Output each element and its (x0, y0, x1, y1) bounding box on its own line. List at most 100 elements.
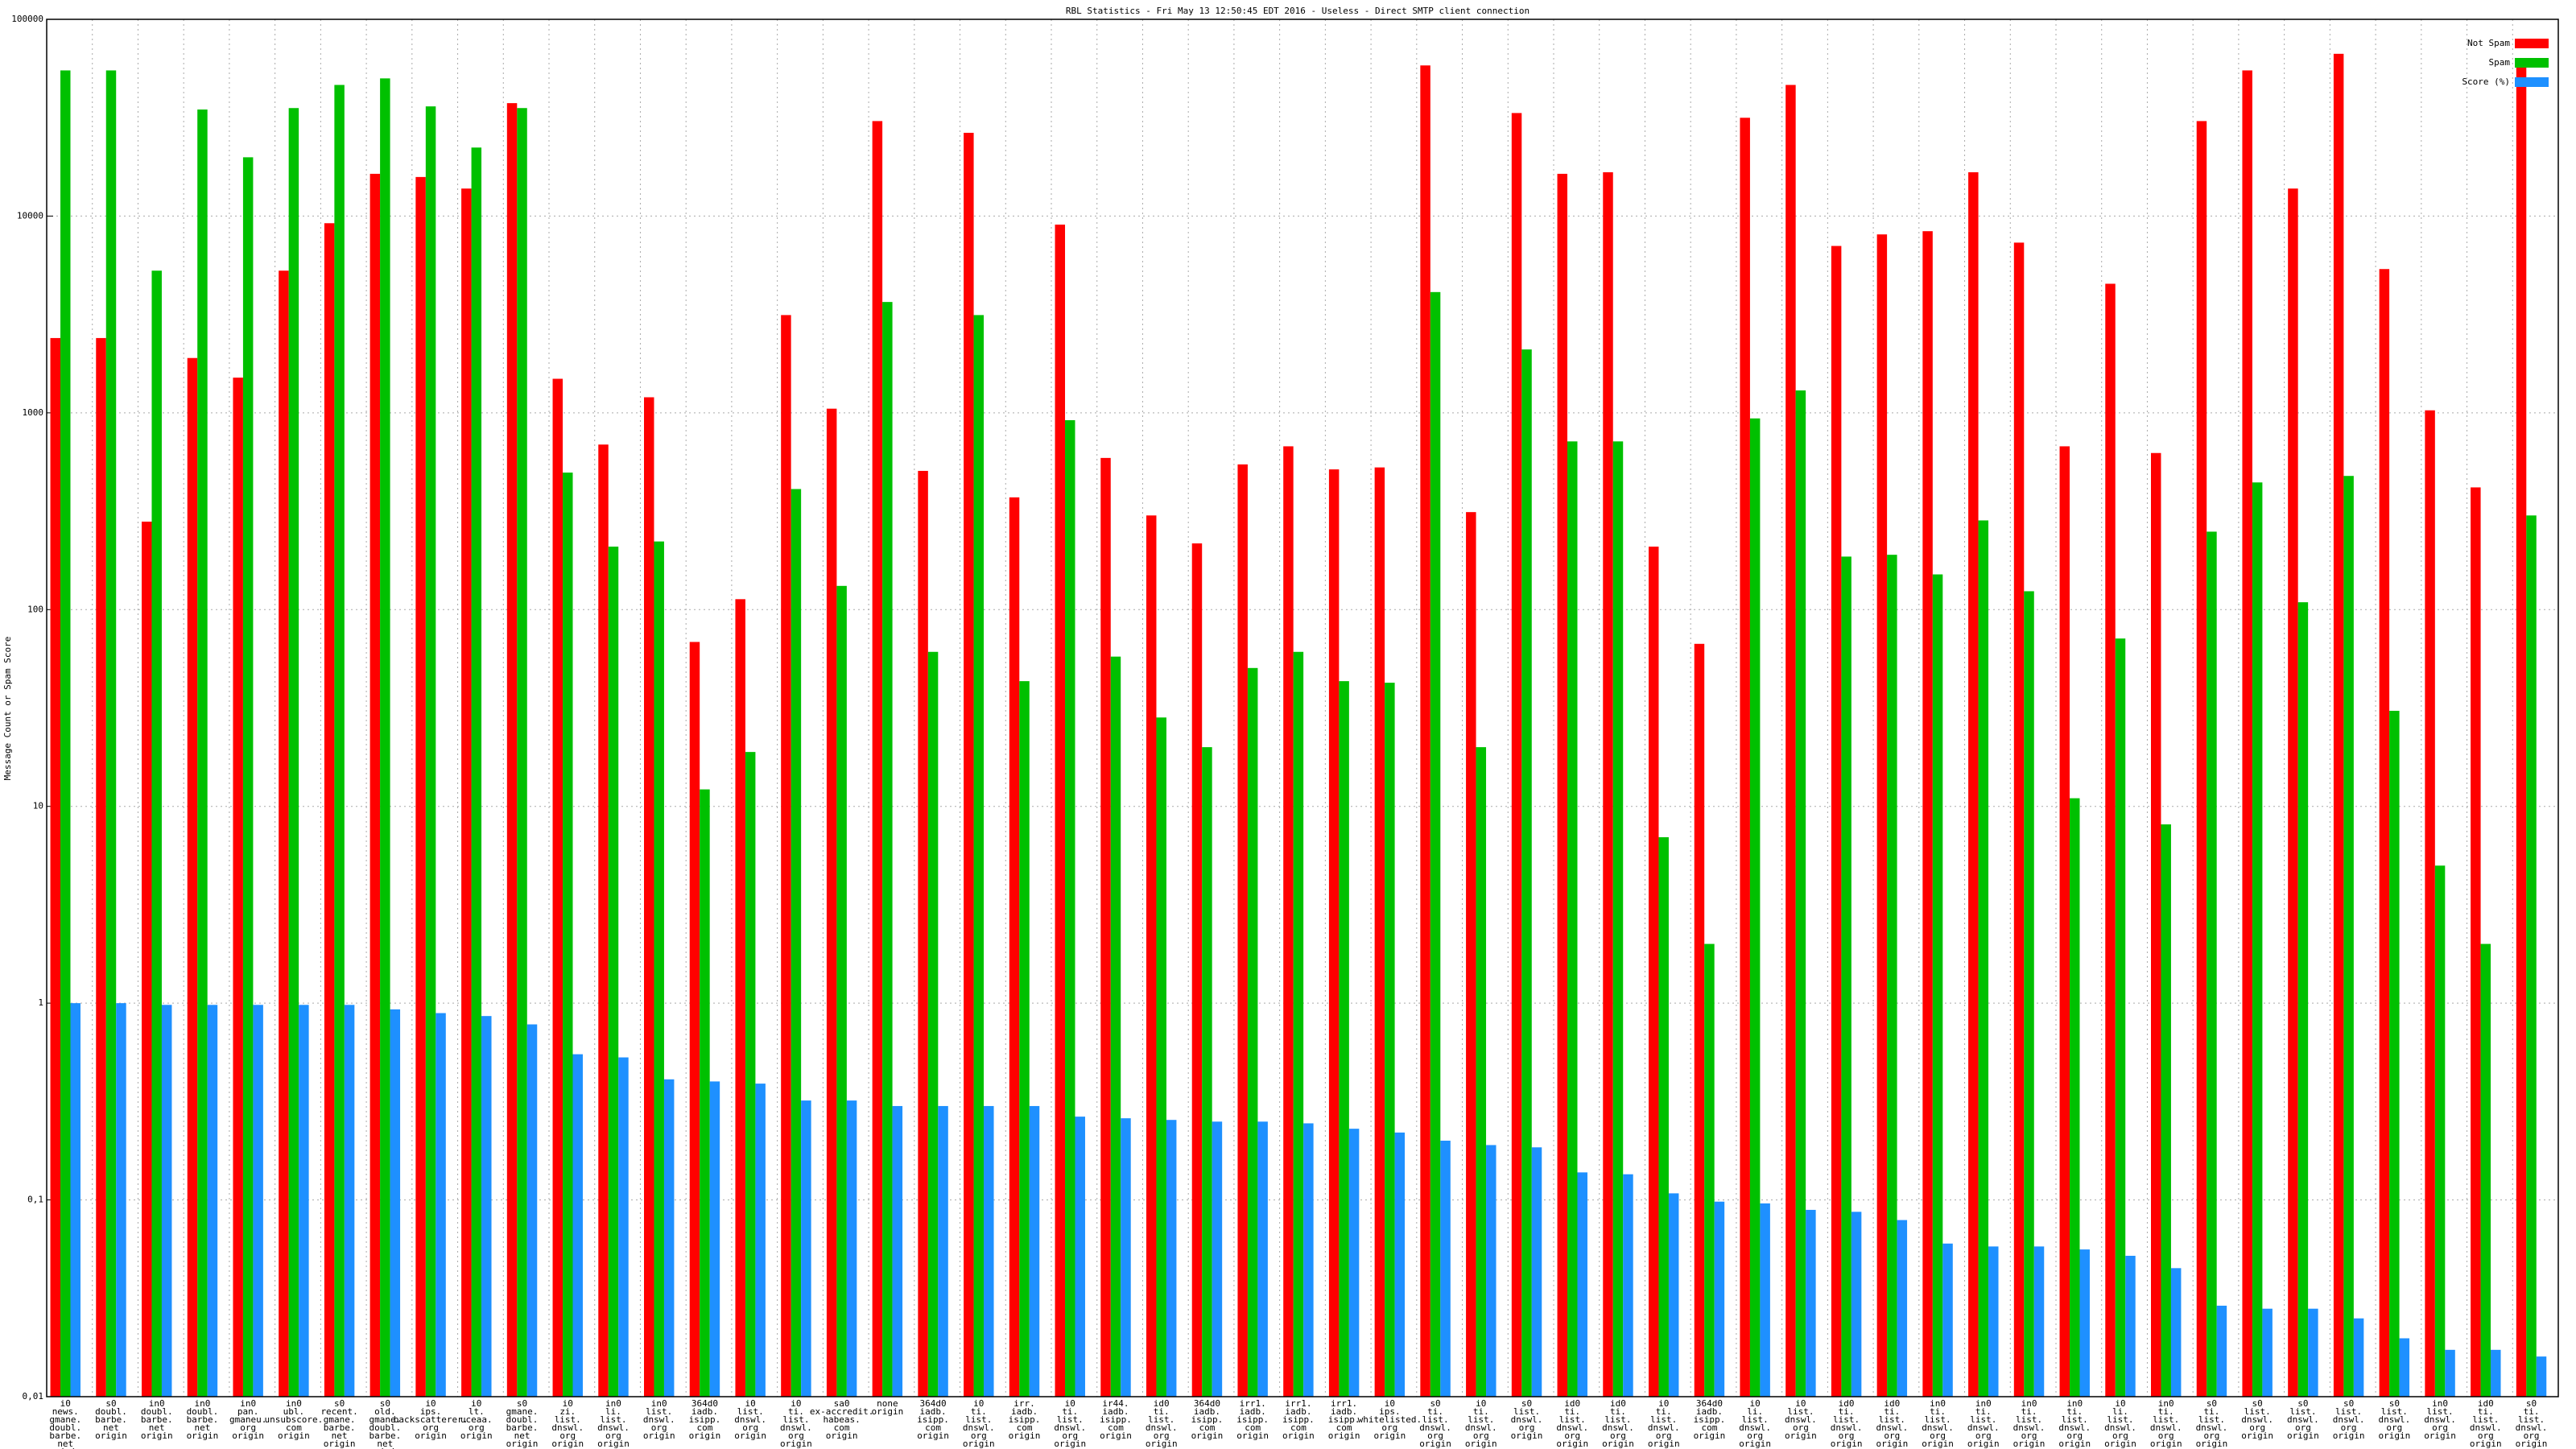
bar (872, 121, 883, 1397)
x-tick-label: in0 doubl. barbe. net origin (141, 1398, 173, 1441)
x-tick-label-line: origin (1876, 1439, 1908, 1449)
x-tick-label-line: i0 (425, 1398, 436, 1409)
x-tick-label-line: s0 (517, 1398, 527, 1409)
x-tick-label-line: s0 (105, 1398, 116, 1409)
x-tick-label-line: list. (600, 1414, 626, 1425)
x-tick-label-line: id0 (2478, 1398, 2494, 1409)
x-tick-label-line: ti. (1610, 1406, 1626, 1417)
bar (2288, 188, 2298, 1397)
x-tick-label: s0 recent. gmane. barbe. net origin (320, 1398, 357, 1449)
bar (1694, 643, 1705, 1397)
bar (207, 1005, 218, 1397)
x-tick-label-line: lt. (469, 1406, 485, 1417)
x-tick-label-line: origin (1922, 1439, 1954, 1449)
x-tick-label: id0 ti. list. dnswl. org origin (1602, 1398, 1634, 1449)
bar (918, 470, 928, 1397)
x-tick-label: s0 list. dnswl. org origin (2241, 1398, 2273, 1441)
x-tick-label: s0 ti. list. dnswl. org origin (2516, 1398, 2548, 1449)
bar (755, 1084, 766, 1397)
x-tick-label: sa0 ex-accredit. habeas. com origin (810, 1398, 873, 1441)
bar (1146, 515, 1157, 1397)
bar (882, 302, 893, 1397)
x-tick-label-line: barbe. (324, 1422, 356, 1433)
x-tick-label-line: id0 (1610, 1398, 1626, 1409)
x-tick-label-line: list. (2427, 1406, 2454, 1417)
x-tick-label-line: list. (646, 1406, 672, 1417)
x-tick-label-line: org (2112, 1430, 2128, 1441)
bar (1476, 747, 1487, 1397)
bar (654, 541, 664, 1397)
x-tick-label-line: list. (1742, 1414, 1769, 1425)
x-tick-label-line: dnswl. (2516, 1422, 2548, 1433)
x-tick-label: id0 ti. list. dnswl. org origin (1146, 1398, 1178, 1449)
x-tick-label-line: org (1747, 1430, 1763, 1441)
x-tick-label-line: org (2478, 1430, 2494, 1441)
x-tick-label-line: org (1975, 1430, 1992, 1441)
x-tick-label-line: org (1839, 1430, 1855, 1441)
x-tick-label-line: org (1564, 1430, 1580, 1441)
x-tick-label-line: gmane. (369, 1414, 401, 1425)
x-tick-label: s0 list. dnswl. org origin (1511, 1398, 1543, 1441)
bar (2399, 1338, 2410, 1397)
x-tick-label-line: ti. (1154, 1406, 1170, 1417)
bar (1567, 441, 1578, 1397)
x-tick-label-line: origin (1054, 1439, 1086, 1449)
x-tick-label-line: s0 (334, 1398, 345, 1409)
bar (96, 337, 106, 1397)
x-tick-label-line: list. (1422, 1414, 1449, 1425)
x-tick-label-line: org (2524, 1430, 2540, 1441)
x-tick-label: i0 ti. list. dnswl. org origin (1648, 1398, 1680, 1449)
x-tick-label-line: origin (460, 1430, 493, 1441)
bar (2308, 1308, 2318, 1397)
x-tick-label-line: org (1154, 1430, 1170, 1441)
x-tick-label-line: in0 (240, 1398, 256, 1409)
bar (2196, 121, 2207, 1397)
bar (2125, 1255, 2136, 1397)
bar (1100, 457, 1111, 1397)
x-tick-label-line: backscatterer. (394, 1414, 469, 1425)
x-tick-label-line: origin (2333, 1430, 2365, 1441)
x-tick-label-line: barbe. (95, 1414, 127, 1425)
x-tick-label-line: list. (2335, 1406, 2362, 1417)
x-tick-label-line: dnswl. (1511, 1414, 1543, 1425)
bar (1191, 543, 1203, 1397)
x-tick-label-line: org (1930, 1430, 1946, 1441)
bar (1202, 747, 1212, 1397)
x-tick-label-line: origin (689, 1430, 721, 1441)
x-tick-label-line: origin (506, 1439, 539, 1449)
x-tick-label-line: dnswl. (643, 1414, 675, 1425)
x-tick-label-line: dnswl. (1922, 1422, 1954, 1433)
x-tick-label-line: list. (555, 1414, 581, 1425)
bar (436, 1013, 446, 1397)
x-tick-label: in0 ti. list. dnswl. org origin (2013, 1398, 2046, 1449)
bar (2216, 1305, 2227, 1397)
x-tick-label-line: id0 (1839, 1398, 1855, 1409)
x-tick-label-line: origin (2013, 1439, 2046, 1449)
x-tick-label-line: irr1. (1285, 1398, 1311, 1409)
x-tick-label-line: org (1656, 1430, 1672, 1441)
x-tick-label: 364d0 iadb. isipp. com origin (689, 1398, 721, 1441)
x-tick-label-line: com (1108, 1422, 1124, 1433)
x-tick-label-line: irr. (1013, 1398, 1035, 1409)
x-tick-label-line: s0 (2297, 1398, 2308, 1409)
bar (2297, 602, 2309, 1397)
x-tick-label: s0 gmane. doubl. barbe. net origin (506, 1398, 539, 1449)
x-tick-label-line: origin (1648, 1439, 1680, 1449)
x-tick-label: id0 ti. list. dnswl. org origin (1831, 1398, 1863, 1449)
x-tick-label-line: list. (1468, 1414, 1494, 1425)
legend-swatch (2515, 39, 2549, 48)
x-tick-label: ir44. iadb. isipp. com origin (1100, 1398, 1132, 1441)
x-tick-label-line: list. (1513, 1406, 1540, 1417)
x-tick-label: i0 ti. list. dnswl. org origin (1054, 1398, 1086, 1449)
bar (1760, 1203, 1770, 1397)
bar (1374, 467, 1385, 1397)
x-tick-label-line: com (1702, 1422, 1718, 1433)
bar (1978, 520, 1989, 1397)
x-tick-label-line: list. (737, 1406, 764, 1417)
bar (50, 337, 61, 1397)
bar (2262, 1308, 2273, 1397)
x-tick-label: s0 doubl. barbe. net origin (95, 1398, 127, 1441)
bar (1156, 717, 1166, 1397)
bar (1612, 441, 1624, 1397)
bar (1922, 231, 1933, 1397)
